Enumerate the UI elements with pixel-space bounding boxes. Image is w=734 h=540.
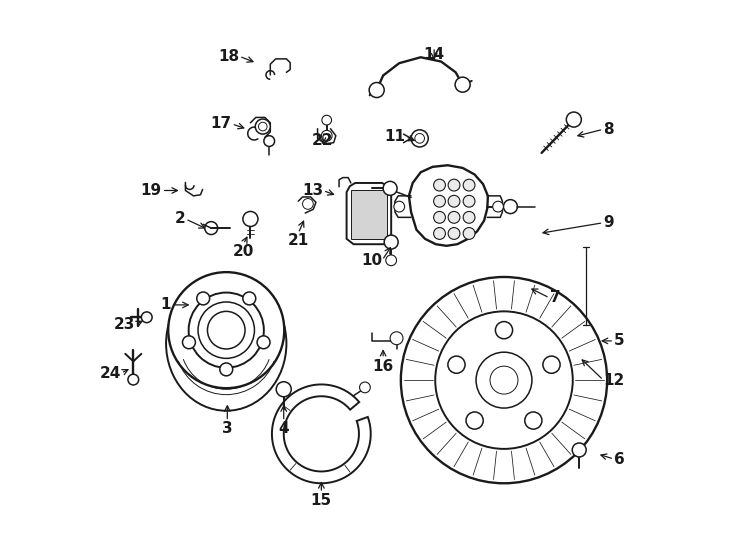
Circle shape bbox=[243, 292, 255, 305]
Circle shape bbox=[302, 199, 313, 210]
Text: 10: 10 bbox=[361, 253, 382, 268]
Circle shape bbox=[189, 293, 264, 368]
Text: 13: 13 bbox=[302, 183, 323, 198]
Circle shape bbox=[448, 356, 465, 373]
Circle shape bbox=[384, 235, 398, 249]
Text: 21: 21 bbox=[288, 233, 309, 248]
Text: 9: 9 bbox=[603, 215, 614, 230]
Circle shape bbox=[205, 221, 218, 234]
Circle shape bbox=[493, 201, 504, 212]
Text: 7: 7 bbox=[550, 291, 560, 306]
Text: 19: 19 bbox=[141, 183, 161, 198]
Circle shape bbox=[476, 352, 532, 408]
Circle shape bbox=[448, 212, 460, 223]
Text: 3: 3 bbox=[222, 422, 233, 436]
Text: 6: 6 bbox=[614, 451, 625, 467]
Circle shape bbox=[525, 412, 542, 429]
Circle shape bbox=[128, 374, 139, 385]
Circle shape bbox=[189, 307, 263, 380]
Circle shape bbox=[264, 136, 275, 146]
Text: 12: 12 bbox=[603, 373, 625, 388]
Circle shape bbox=[495, 322, 512, 339]
Circle shape bbox=[394, 201, 404, 212]
Circle shape bbox=[183, 336, 195, 349]
Text: 17: 17 bbox=[211, 117, 232, 131]
Circle shape bbox=[434, 179, 446, 191]
Circle shape bbox=[463, 212, 475, 223]
Circle shape bbox=[203, 321, 249, 366]
Circle shape bbox=[415, 133, 424, 143]
Text: 14: 14 bbox=[424, 47, 445, 62]
Circle shape bbox=[386, 255, 396, 266]
Text: 1: 1 bbox=[161, 298, 171, 313]
Circle shape bbox=[434, 195, 446, 207]
Text: 4: 4 bbox=[278, 422, 289, 436]
Ellipse shape bbox=[166, 276, 286, 411]
Text: 2: 2 bbox=[175, 212, 186, 226]
Circle shape bbox=[411, 130, 428, 147]
Circle shape bbox=[455, 77, 470, 92]
Circle shape bbox=[142, 312, 152, 322]
Text: 18: 18 bbox=[218, 49, 239, 64]
Circle shape bbox=[434, 227, 446, 239]
Polygon shape bbox=[351, 191, 387, 239]
Text: 8: 8 bbox=[603, 122, 614, 137]
Polygon shape bbox=[346, 183, 391, 244]
Circle shape bbox=[168, 272, 284, 388]
Polygon shape bbox=[354, 192, 388, 240]
Circle shape bbox=[490, 366, 518, 394]
Circle shape bbox=[463, 227, 475, 239]
Text: 16: 16 bbox=[372, 359, 393, 374]
Circle shape bbox=[197, 292, 210, 305]
Circle shape bbox=[198, 302, 255, 359]
Text: 5: 5 bbox=[614, 333, 625, 348]
Circle shape bbox=[258, 122, 267, 131]
Circle shape bbox=[257, 336, 270, 349]
Circle shape bbox=[401, 277, 607, 483]
Circle shape bbox=[434, 212, 446, 223]
Circle shape bbox=[573, 443, 586, 457]
Circle shape bbox=[463, 195, 475, 207]
Text: 22: 22 bbox=[312, 133, 334, 148]
Circle shape bbox=[435, 312, 573, 449]
Polygon shape bbox=[409, 165, 488, 246]
Circle shape bbox=[448, 179, 460, 191]
Circle shape bbox=[321, 130, 332, 141]
Circle shape bbox=[504, 200, 517, 214]
Circle shape bbox=[360, 382, 370, 393]
Polygon shape bbox=[272, 384, 371, 483]
Text: 20: 20 bbox=[233, 244, 254, 259]
Circle shape bbox=[466, 412, 483, 429]
Circle shape bbox=[208, 312, 245, 349]
Circle shape bbox=[322, 115, 332, 125]
Circle shape bbox=[219, 363, 233, 376]
Circle shape bbox=[243, 212, 258, 226]
Circle shape bbox=[383, 181, 397, 195]
Circle shape bbox=[567, 112, 581, 127]
Circle shape bbox=[255, 119, 270, 134]
Circle shape bbox=[463, 179, 475, 191]
Circle shape bbox=[543, 356, 560, 373]
Circle shape bbox=[276, 382, 291, 397]
Text: 15: 15 bbox=[310, 493, 332, 508]
Circle shape bbox=[448, 227, 460, 239]
Circle shape bbox=[369, 83, 384, 98]
Circle shape bbox=[448, 195, 460, 207]
Text: 23: 23 bbox=[114, 318, 135, 332]
Text: 11: 11 bbox=[385, 129, 406, 144]
Circle shape bbox=[390, 332, 403, 345]
Text: 24: 24 bbox=[100, 366, 121, 381]
